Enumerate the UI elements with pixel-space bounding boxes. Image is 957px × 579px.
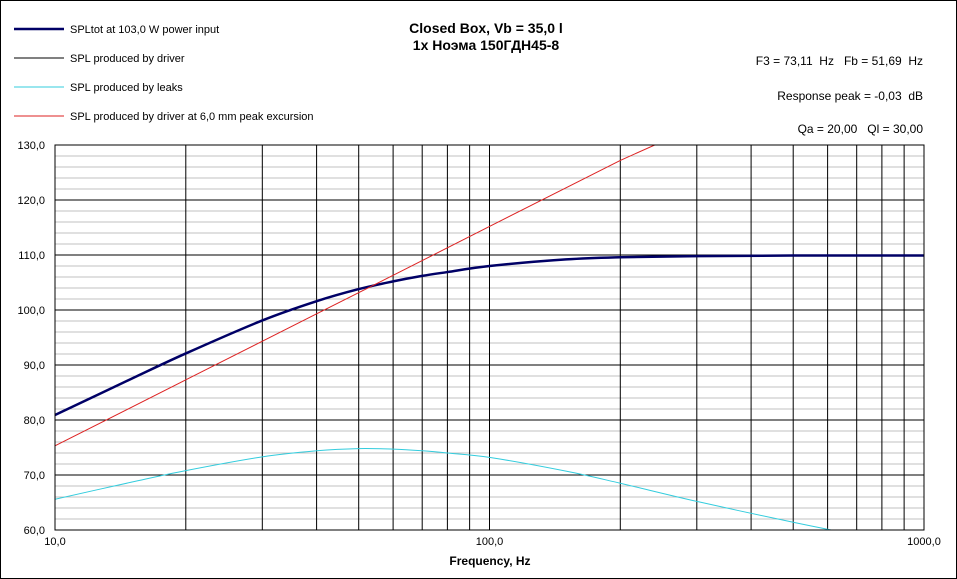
y-tick-label: 130,0 [17, 140, 45, 152]
chart-title: Closed Box, Vb = 35,0 l [409, 20, 563, 36]
y-tick-label: 110,0 [18, 250, 45, 262]
series-excursion-line [55, 145, 655, 447]
annotation-f3-fb: F3 = 73,11 Hz Fb = 51,69 Hz [756, 54, 923, 68]
y-tick-labels: 60,0 70,0 80,0 90,0 100,0 110,0 120,0 130,0 [17, 140, 45, 537]
x-tick-label: 1000,0 [907, 536, 941, 548]
legend-label-leaks: SPL produced by leaks [70, 82, 183, 94]
legend-label-driver: SPL produced by driver [70, 53, 185, 65]
grid-major [54, 144, 925, 531]
legend-label-spltot: SPLtot at 103,0 W power input [70, 24, 219, 36]
x-tick-label: 100,0 [476, 536, 504, 548]
legend-label-excursion: SPL produced by driver at 6,0 mm peak ex… [70, 111, 314, 123]
plot-border [54, 144, 925, 531]
annotation-response-peak: Response peak = -0,03 dB [777, 89, 923, 103]
y-tick-label: 60,0 [24, 525, 45, 537]
y-tick-label: 90,0 [24, 360, 45, 372]
series-leaks-line [55, 448, 834, 530]
x-tick-labels: 10,0 100,0 1000,0 [44, 536, 941, 548]
y-tick-label: 70,0 [24, 470, 45, 482]
y-tick-label: 100,0 [17, 305, 45, 317]
y-tick-label: 120,0 [17, 195, 45, 207]
x-tick-label: 10,0 [44, 536, 65, 548]
legend: SPLtot at 103,0 W power input SPL produc… [14, 24, 314, 123]
x-axis-label: Frequency, Hz [449, 554, 530, 568]
chart-subtitle: 1x Ноэма 150ГДН45-8 [413, 37, 560, 53]
series-layer [55, 145, 924, 530]
y-tick-label: 80,0 [24, 415, 45, 427]
series-spltot-line [55, 254, 924, 417]
annotation-qa-ql: Qa = 20,00 Ql = 30,00 [798, 122, 924, 136]
